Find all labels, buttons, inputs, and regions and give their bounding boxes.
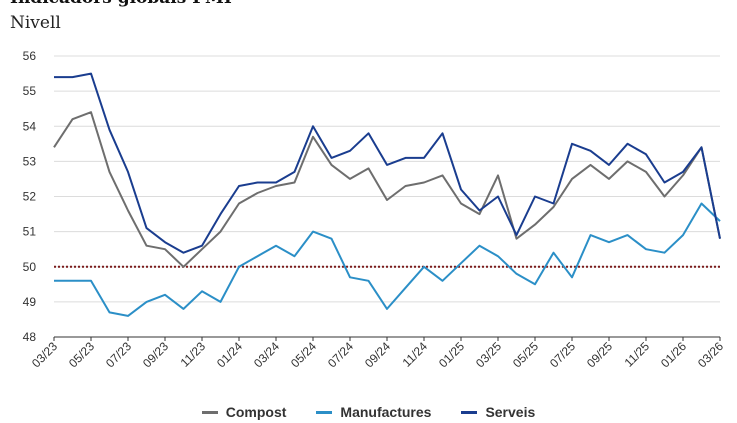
series-line-compost [53, 111, 721, 268]
x-tick-label: 05/24 [288, 339, 319, 370]
series-line-manufactures [54, 202, 721, 317]
x-tick-label: 03/24 [251, 339, 282, 370]
y-tick-label: 49 [23, 295, 37, 309]
chart-title: Indicadors globals PMI [10, 0, 232, 8]
y-tick-label: 50 [23, 260, 37, 274]
x-tick-label: 07/25 [547, 339, 578, 370]
x-tick-label: 11/24 [400, 339, 431, 370]
x-tick-label: 07/24 [325, 339, 356, 370]
x-tick-label: 05/25 [510, 339, 541, 370]
x-tick-label: 03/25 [473, 339, 504, 370]
y-tick-label: 54 [23, 119, 37, 133]
y-axis-unit-label: Nivell [10, 13, 61, 33]
legend-swatch-manufactures [316, 410, 333, 414]
x-tick-label: 11/23 [178, 339, 209, 370]
x-tick-label: 01/25 [436, 339, 467, 370]
legend-label-serveis: Serveis [485, 404, 536, 420]
y-tick-label: 56 [23, 49, 37, 63]
y-tick-label: 55 [23, 84, 37, 98]
x-tick-label: 07/23 [103, 339, 134, 370]
chart-legend: Compost Manufactures Serveis [0, 404, 737, 420]
y-tick-label: 52 [23, 190, 37, 204]
legend-label-compost: Compost [225, 404, 287, 420]
y-tick-label: 51 [23, 225, 37, 239]
legend-item-serveis[interactable]: Serveis [461, 404, 535, 420]
legend-item-compost[interactable]: Compost [201, 404, 287, 420]
x-tick-label: 11/25 [622, 339, 653, 370]
x-tick-label: 09/23 [140, 339, 171, 370]
x-tick-label: 01/24 [214, 339, 245, 370]
legend-item-manufactures[interactable]: Manufactures [316, 404, 431, 420]
x-tick-label: 01/26 [658, 339, 689, 370]
x-tick-label: 09/24 [362, 339, 393, 370]
series-line-serveis [54, 72, 721, 254]
x-tick-label: 05/23 [66, 339, 97, 370]
y-tick-label: 48 [23, 330, 37, 344]
x-tick-label: 03/26 [695, 339, 726, 370]
legend-label-manufactures: Manufactures [340, 404, 432, 420]
x-tick-label: 09/25 [584, 339, 615, 370]
y-tick-label: 53 [23, 154, 37, 168]
legend-swatch-compost [201, 410, 218, 414]
legend-swatch-serveis [461, 410, 478, 414]
